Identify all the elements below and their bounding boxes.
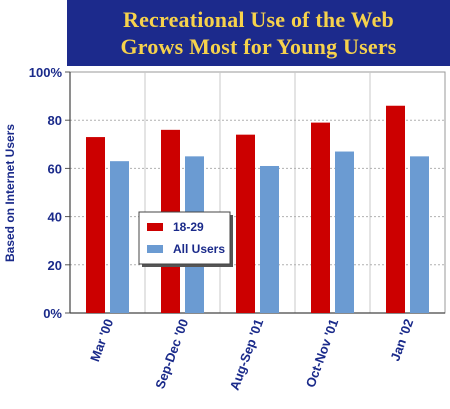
bar-18-29 xyxy=(236,134,255,313)
chart-title-box: Recreational Use of the Web Grows Most f… xyxy=(67,0,450,66)
legend-box xyxy=(138,211,231,265)
y-tick-label: 20 xyxy=(48,258,62,273)
x-category-label: Mar '00 xyxy=(87,317,116,364)
legend-swatch xyxy=(147,245,163,253)
x-category-label: Oct-Nov '01 xyxy=(303,317,342,390)
bar-18-29 xyxy=(386,105,405,314)
x-category-label: Aug-Sep '01 xyxy=(227,317,267,392)
plot-area xyxy=(69,71,446,314)
legend-label: 18-29 xyxy=(173,220,204,234)
y-tick-label: 60 xyxy=(48,161,62,176)
bar-all-users xyxy=(260,165,279,313)
x-category-label: Jan '02 xyxy=(387,317,416,363)
bar-all-users xyxy=(110,161,129,313)
y-tick-label: 0% xyxy=(43,306,62,321)
bar-18-29 xyxy=(86,137,105,313)
legend-label: All Users xyxy=(173,242,225,256)
y-tick-label: 80 xyxy=(48,113,62,128)
chart-title-line-1: Recreational Use of the Web xyxy=(123,7,394,32)
bar-all-users xyxy=(410,156,429,313)
legend-swatch xyxy=(147,223,163,231)
chart-title-line-2: Grows Most for Young Users xyxy=(120,34,397,59)
y-axis-title: Based on Internet Users xyxy=(3,124,17,262)
bar-18-29 xyxy=(311,122,330,313)
bar-all-users xyxy=(335,151,354,313)
y-tick-label: 40 xyxy=(48,210,62,225)
y-tick-label: 100% xyxy=(29,65,63,80)
x-category-label: Sep-Dec '00 xyxy=(152,317,191,391)
